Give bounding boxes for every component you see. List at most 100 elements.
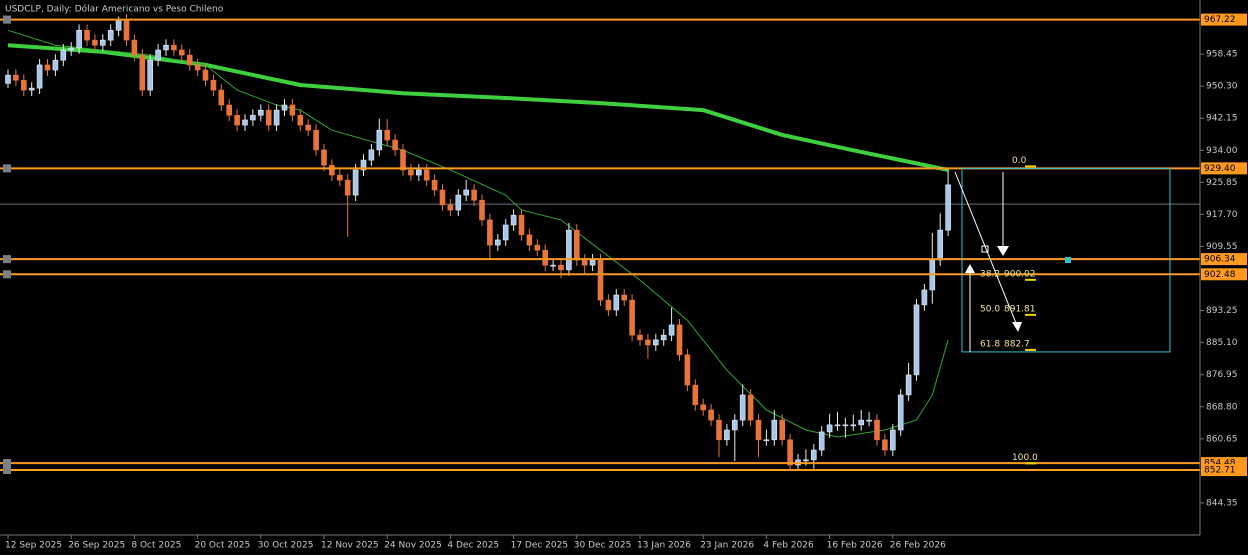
- candle-body: [866, 419, 872, 422]
- fib-ratio: 0.0: [1012, 156, 1027, 166]
- candle-body: [921, 289, 928, 306]
- candle-body: [763, 439, 770, 442]
- level-handle: [3, 270, 11, 279]
- candle-body: [905, 374, 912, 396]
- candle-body: [858, 419, 865, 426]
- candle-body: [408, 169, 414, 176]
- candle-body: [487, 219, 493, 246]
- candle-body: [573, 229, 580, 261]
- candle-body: [297, 114, 304, 126]
- level-label-box: [1201, 464, 1247, 477]
- candle-body: [13, 74, 19, 81]
- candle-body: [771, 419, 778, 441]
- candle-body: [210, 79, 217, 91]
- y-tick-label: 909.55: [1206, 242, 1238, 252]
- candle-body: [739, 394, 746, 421]
- candle-body: [534, 244, 541, 251]
- candle-body: [874, 419, 880, 441]
- fib-ratio: 100.0: [1012, 453, 1038, 463]
- candle-body: [605, 299, 612, 311]
- candle-body: [265, 109, 272, 126]
- candle-body: [526, 234, 533, 246]
- candle-body: [889, 429, 896, 451]
- y-tick-label: 950.30: [1206, 82, 1238, 92]
- candle-body: [431, 179, 438, 191]
- candle-body: [676, 324, 683, 356]
- candle-body: [810, 449, 817, 461]
- candle-body: [589, 259, 596, 266]
- x-tick-label: 20 Oct 2025: [195, 541, 251, 551]
- candle-body: [376, 129, 383, 151]
- y-tick-label: 876.95: [1206, 370, 1238, 380]
- candle-body: [68, 47, 74, 51]
- candle-body: [171, 44, 177, 51]
- candle-body: [250, 114, 256, 121]
- candle-body: [273, 109, 280, 126]
- candle-body: [368, 149, 375, 161]
- fib-price: 891.81: [1004, 304, 1036, 314]
- candle-body: [321, 149, 327, 166]
- chart-title: USDCLP, Daily: Dólar Americano vs Peso C…: [5, 4, 224, 15]
- candle-body: [226, 104, 232, 116]
- x-tick-label: 8 Oct 2025: [131, 541, 181, 551]
- candle-body: [566, 229, 572, 271]
- candle-body: [834, 424, 841, 427]
- candle-body: [779, 419, 786, 441]
- y-tick-label: 868.80: [1206, 402, 1238, 412]
- y-tick-label: 934.00: [1206, 146, 1238, 156]
- candle-body: [645, 339, 651, 346]
- level-label: 906.34: [1204, 255, 1236, 265]
- level-label-box: [1201, 268, 1247, 281]
- candle-body: [558, 264, 564, 271]
- candle-body: [708, 409, 714, 421]
- candle-body: [392, 139, 398, 151]
- candle-body: [84, 29, 90, 41]
- candle-body: [913, 304, 920, 376]
- candle-body: [660, 334, 667, 341]
- y-tick-label: 942.15: [1206, 114, 1238, 124]
- candle-body: [52, 59, 59, 71]
- candle-body: [329, 164, 335, 176]
- level-handle: [3, 255, 11, 264]
- candle-body: [803, 459, 809, 462]
- candle-body: [700, 404, 707, 411]
- candle-body: [787, 439, 793, 466]
- candle-body: [155, 49, 161, 61]
- candle-body: [597, 259, 604, 301]
- candle-body: [850, 424, 857, 427]
- candle-body: [471, 189, 477, 201]
- y-tick-label: 925.85: [1206, 178, 1238, 188]
- candle-body: [336, 174, 343, 181]
- candle-body: [20, 79, 27, 91]
- level-label-box: [1201, 253, 1247, 266]
- x-tick-label: 26 Feb 2026: [890, 541, 946, 551]
- candle-body: [731, 419, 738, 431]
- candle-body: [479, 199, 485, 221]
- candle-body: [289, 104, 296, 116]
- x-tick-label: 13 Jan 2026: [637, 541, 691, 551]
- level-label: 967.22: [1204, 15, 1236, 25]
- y-tick-label: 885.10: [1206, 338, 1238, 348]
- fib-ratio: 38.2: [980, 269, 1000, 279]
- candle-body: [724, 429, 730, 441]
- level-handle: [3, 466, 11, 475]
- x-tick-label: 12 Nov 2025: [321, 541, 379, 551]
- y-tick-label: 860.65: [1206, 434, 1238, 444]
- candle-body: [352, 169, 359, 196]
- candle-body: [542, 249, 549, 266]
- candle-body: [305, 124, 312, 131]
- candle-body: [882, 439, 888, 451]
- x-tick-label: 4 Dec 2025: [447, 541, 499, 551]
- candle-body: [5, 74, 11, 84]
- candle-body: [455, 194, 462, 211]
- candle-body: [716, 419, 722, 441]
- candle-body: [613, 294, 620, 311]
- candle-body: [842, 424, 849, 427]
- plot-area: [0, 14, 1200, 475]
- candle-body: [384, 129, 391, 141]
- level-label: 902.48: [1204, 270, 1236, 280]
- x-tick-label: 16 Feb 2026: [827, 541, 883, 551]
